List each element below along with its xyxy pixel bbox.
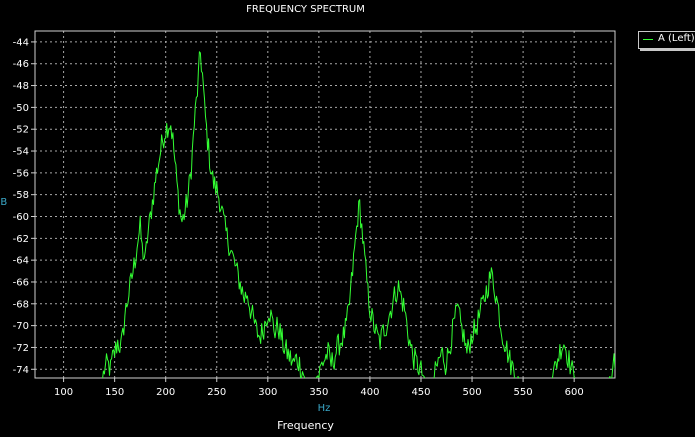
y-tick-label: -44	[13, 37, 29, 48]
y-tick-label: -46	[13, 59, 29, 70]
x-tick-label: 250	[207, 387, 226, 398]
y-tick-label: -50	[13, 103, 29, 114]
legend[interactable]: A (Left)	[638, 31, 695, 49]
y-tick-label: -54	[13, 147, 29, 158]
y-tick-label: -64	[13, 256, 29, 267]
x-tick-label: 100	[54, 387, 73, 398]
x-axis: 100 150 200 250 300 350 400 450 500 550 600	[54, 378, 584, 398]
y-unit-label: dB	[0, 197, 7, 208]
x-unit-label: Hz	[318, 403, 331, 414]
y-tick-label: -70	[13, 321, 29, 332]
x-tick-label: 500	[462, 387, 481, 398]
chart-title: FREQUENCY SPECTRUM	[246, 4, 365, 15]
series-area	[102, 51, 615, 378]
x-tick-label: 400	[360, 387, 379, 398]
y-tick-label: -72	[13, 343, 29, 354]
y-axis: -44 -46 -48 -50 -52 -54 -56 -58 -60 -62 -64 -66 -68 -…	[13, 37, 35, 376]
series-line	[102, 51, 615, 378]
y-tick-label: -52	[13, 125, 29, 136]
legend-label: A (Left)	[658, 33, 695, 44]
x-tick-label: 450	[411, 387, 430, 398]
y-tick-label: -62	[13, 234, 29, 245]
grid	[35, 31, 615, 378]
legend-swatch	[643, 39, 653, 40]
y-tick-label: -58	[13, 190, 29, 201]
x-tick-label: 200	[156, 387, 175, 398]
y-tick-label: -48	[13, 81, 29, 92]
x-axis-label: Frequency	[277, 419, 334, 432]
y-tick-label: -56	[13, 168, 29, 179]
y-tick-label: -66	[13, 277, 29, 288]
x-tick-label: 550	[514, 387, 533, 398]
x-tick-label: 150	[105, 387, 124, 398]
legend-underline	[640, 49, 695, 51]
y-tick-label: -68	[13, 299, 29, 310]
x-tick-label: 350	[309, 387, 328, 398]
plot-frame	[34, 30, 616, 379]
x-tick-label: 300	[258, 387, 277, 398]
x-tick-label: 600	[565, 387, 584, 398]
y-tick-label: -74	[13, 365, 29, 376]
y-tick-label: -60	[13, 212, 29, 223]
